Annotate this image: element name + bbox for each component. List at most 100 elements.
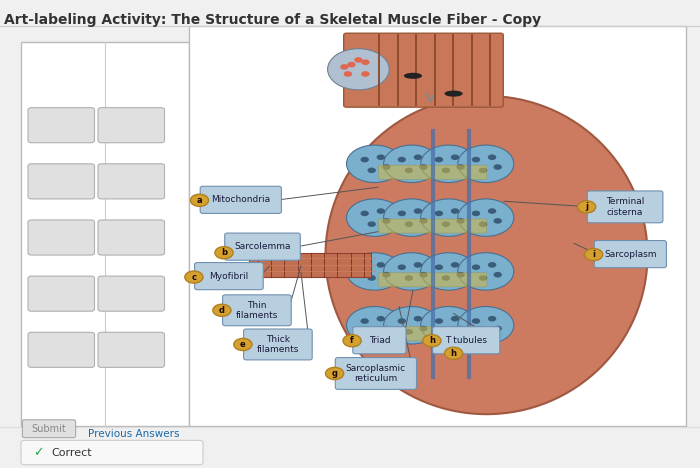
Text: Sarcolemma: Sarcolemma <box>234 242 290 251</box>
Circle shape <box>456 164 465 170</box>
Circle shape <box>361 59 370 65</box>
Circle shape <box>405 221 413 227</box>
Text: h: h <box>451 349 456 358</box>
Text: Myofibril: Myofibril <box>209 271 248 281</box>
FancyBboxPatch shape <box>244 329 312 360</box>
Circle shape <box>414 316 422 322</box>
Circle shape <box>472 157 480 162</box>
Circle shape <box>442 168 450 173</box>
Circle shape <box>368 221 376 227</box>
Text: a: a <box>197 196 202 205</box>
Text: Triad: Triad <box>369 336 390 345</box>
Circle shape <box>382 218 391 224</box>
Circle shape <box>398 157 406 162</box>
Circle shape <box>190 194 209 206</box>
Circle shape <box>384 307 440 344</box>
Text: Previous Answers: Previous Answers <box>88 429 179 439</box>
Text: i: i <box>592 250 595 259</box>
Circle shape <box>472 264 480 270</box>
Circle shape <box>419 272 428 278</box>
Circle shape <box>435 157 443 162</box>
Text: Terminal
cisterna: Terminal cisterna <box>606 197 644 217</box>
Circle shape <box>384 199 440 236</box>
Circle shape <box>421 307 477 344</box>
Text: d: d <box>219 306 225 315</box>
Circle shape <box>405 275 413 281</box>
FancyBboxPatch shape <box>189 26 686 426</box>
FancyBboxPatch shape <box>28 332 94 367</box>
Circle shape <box>488 262 496 268</box>
Text: h: h <box>429 336 435 345</box>
Circle shape <box>488 316 496 322</box>
Circle shape <box>584 249 603 261</box>
Text: g: g <box>332 369 337 378</box>
FancyBboxPatch shape <box>379 165 486 179</box>
Circle shape <box>346 145 402 183</box>
Circle shape <box>479 221 487 227</box>
FancyBboxPatch shape <box>28 108 94 143</box>
FancyBboxPatch shape <box>223 295 291 326</box>
Circle shape <box>343 335 361 347</box>
Circle shape <box>354 57 363 63</box>
Text: Thin
filaments: Thin filaments <box>236 300 278 320</box>
Circle shape <box>494 326 502 331</box>
Circle shape <box>384 145 440 183</box>
Circle shape <box>382 326 391 331</box>
Circle shape <box>488 154 496 160</box>
Circle shape <box>442 329 450 335</box>
Circle shape <box>347 62 356 67</box>
Text: Sarcoplasmic
reticulum: Sarcoplasmic reticulum <box>346 364 406 383</box>
Circle shape <box>382 164 391 170</box>
Circle shape <box>384 253 440 290</box>
FancyBboxPatch shape <box>21 440 203 465</box>
Circle shape <box>451 154 459 160</box>
Circle shape <box>361 71 370 77</box>
Circle shape <box>377 208 385 214</box>
Circle shape <box>419 164 428 170</box>
Circle shape <box>442 275 450 281</box>
FancyBboxPatch shape <box>248 253 371 277</box>
Text: Submit: Submit <box>32 424 66 434</box>
Circle shape <box>458 307 514 344</box>
FancyBboxPatch shape <box>28 276 94 311</box>
Circle shape <box>494 164 502 170</box>
Circle shape <box>414 262 422 268</box>
Circle shape <box>368 275 376 281</box>
Circle shape <box>456 272 465 278</box>
Circle shape <box>414 208 422 214</box>
Text: b: b <box>221 248 227 257</box>
Circle shape <box>479 275 487 281</box>
Circle shape <box>451 316 459 322</box>
FancyBboxPatch shape <box>28 164 94 199</box>
FancyBboxPatch shape <box>200 186 281 213</box>
Circle shape <box>377 262 385 268</box>
Text: j: j <box>585 202 588 212</box>
Circle shape <box>419 326 428 331</box>
Circle shape <box>185 271 203 283</box>
FancyBboxPatch shape <box>28 220 94 255</box>
FancyBboxPatch shape <box>22 420 76 438</box>
Circle shape <box>479 168 487 173</box>
Circle shape <box>405 168 413 173</box>
Circle shape <box>442 221 450 227</box>
Circle shape <box>479 329 487 335</box>
Text: Thick
filaments: Thick filaments <box>257 335 299 354</box>
Circle shape <box>435 264 443 270</box>
Circle shape <box>494 272 502 278</box>
Circle shape <box>368 168 376 173</box>
Circle shape <box>360 211 369 216</box>
Circle shape <box>488 208 496 214</box>
Circle shape <box>423 335 441 347</box>
FancyBboxPatch shape <box>195 263 263 290</box>
FancyBboxPatch shape <box>379 219 486 233</box>
Circle shape <box>494 218 502 224</box>
Circle shape <box>346 199 402 236</box>
Circle shape <box>326 367 344 380</box>
Circle shape <box>456 218 465 224</box>
Circle shape <box>451 208 459 214</box>
Circle shape <box>234 338 252 351</box>
Circle shape <box>472 318 480 324</box>
Circle shape <box>377 316 385 322</box>
FancyBboxPatch shape <box>98 108 164 143</box>
Circle shape <box>344 71 352 77</box>
